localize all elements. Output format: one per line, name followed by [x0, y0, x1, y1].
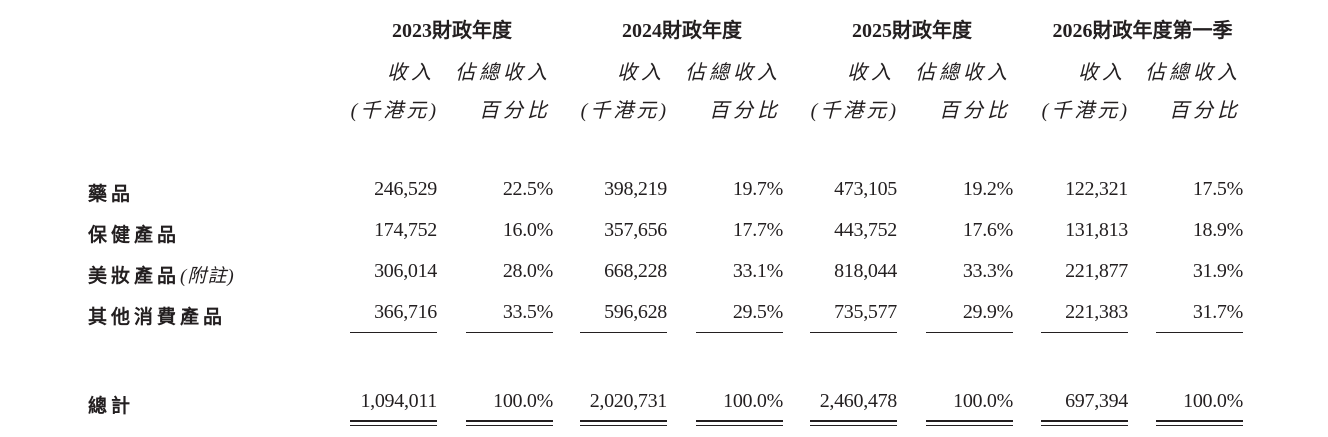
- percentage-cell: 29.9%: [962, 301, 1013, 323]
- percentage-cell: 31.9%: [1192, 260, 1243, 282]
- total-double-underline: [580, 420, 667, 422]
- percentage-unit-header: 百分比: [939, 100, 1011, 122]
- revenue-unit-header: (千港元): [810, 100, 899, 122]
- total-revenue-cell: 1,094,011: [360, 390, 437, 412]
- revenue-header: 收入: [617, 62, 665, 84]
- percentage-header: 佔總收入: [1145, 62, 1241, 84]
- revenue-header: 收入: [387, 62, 435, 84]
- total-double-underline: [1156, 420, 1243, 422]
- column-year-header: 2023財政年度: [392, 20, 512, 42]
- revenue-cell: 366,716: [374, 301, 437, 323]
- percentage-cell: 22.5%: [502, 178, 553, 200]
- revenue-cell: 131,813: [1065, 219, 1128, 241]
- column-year-header: 2026財政年度第一季: [1052, 20, 1233, 42]
- percentage-cell: 19.2%: [962, 178, 1013, 200]
- revenue-cell: 122,321: [1065, 178, 1128, 200]
- revenue-unit-header: (千港元): [580, 100, 669, 122]
- total-double-underline: [1041, 420, 1128, 422]
- percentage-cell: 17.5%: [1192, 178, 1243, 200]
- total-double-underline: [926, 425, 1013, 426]
- total-percentage-cell: 100.0%: [723, 390, 783, 412]
- row-label: 保健產品: [88, 220, 180, 247]
- row-label-text: 保健產品: [88, 224, 181, 246]
- row-label-text: 其他消費產品: [88, 306, 227, 328]
- subtotal-underline: [810, 332, 897, 333]
- percentage-cell: 33.5%: [502, 301, 553, 323]
- revenue-cell: 818,044: [834, 260, 897, 282]
- revenue-cell: 398,219: [604, 178, 667, 200]
- revenue-cell: 668,228: [604, 260, 667, 282]
- column-year-header: 2024財政年度: [622, 20, 742, 42]
- total-double-underline: [580, 425, 667, 426]
- revenue-cell: 306,014: [374, 260, 437, 282]
- revenue-cell: 735,577: [834, 301, 897, 323]
- percentage-cell: 31.7%: [1192, 301, 1243, 323]
- total-double-underline: [1041, 425, 1128, 426]
- total-revenue-cell: 2,460,478: [819, 390, 898, 412]
- row-note: (附註): [180, 266, 235, 287]
- subtotal-underline: [580, 332, 667, 333]
- total-double-underline: [350, 420, 437, 422]
- revenue-cell: 596,628: [604, 301, 667, 323]
- total-double-underline: [926, 420, 1013, 422]
- revenue-unit-header: (千港元): [1041, 100, 1130, 122]
- row-label-text: 美妝產品: [88, 265, 181, 287]
- total-double-underline: [466, 425, 553, 426]
- revenue-unit-header: (千港元): [350, 100, 439, 122]
- row-label-text: 藥品: [88, 183, 135, 205]
- percentage-cell: 17.6%: [962, 219, 1013, 241]
- percentage-cell: 33.3%: [962, 260, 1013, 282]
- percentage-cell: 16.0%: [502, 219, 553, 241]
- row-label: 藥品: [88, 179, 134, 206]
- revenue-header: 收入: [1078, 62, 1126, 84]
- revenue-cell: 174,752: [374, 219, 437, 241]
- percentage-unit-header: 百分比: [1169, 100, 1241, 122]
- subtotal-underline: [1156, 332, 1243, 333]
- percentage-cell: 18.9%: [1192, 219, 1243, 241]
- revenue-cell: 473,105: [834, 178, 897, 200]
- total-double-underline: [696, 425, 783, 426]
- revenue-cell: 221,383: [1065, 301, 1128, 323]
- total-percentage-cell: 100.0%: [1183, 390, 1243, 412]
- total-double-underline: [810, 420, 897, 422]
- revenue-cell: 443,752: [834, 219, 897, 241]
- percentage-cell: 33.1%: [732, 260, 783, 282]
- subtotal-underline: [350, 332, 437, 333]
- total-double-underline: [466, 420, 553, 422]
- percentage-header: 佔總收入: [915, 62, 1011, 84]
- percentage-cell: 28.0%: [502, 260, 553, 282]
- revenue-cell: 221,877: [1065, 260, 1128, 282]
- row-label: 美妝產品(附註): [88, 261, 235, 288]
- percentage-cell: 19.7%: [732, 178, 783, 200]
- subtotal-underline: [466, 332, 553, 333]
- subtotal-underline: [696, 332, 783, 333]
- revenue-cell: 357,656: [604, 219, 667, 241]
- total-double-underline: [696, 420, 783, 422]
- total-percentage-cell: 100.0%: [953, 390, 1013, 412]
- percentage-header: 佔總收入: [685, 62, 781, 84]
- total-double-underline: [350, 425, 437, 426]
- total-double-underline: [810, 425, 897, 426]
- percentage-cell: 17.7%: [732, 219, 783, 241]
- revenue-header: 收入: [847, 62, 895, 84]
- total-percentage-cell: 100.0%: [493, 390, 553, 412]
- percentage-cell: 29.5%: [732, 301, 783, 323]
- percentage-unit-header: 百分比: [709, 100, 781, 122]
- subtotal-underline: [926, 332, 1013, 333]
- row-label: 其他消費產品: [88, 302, 226, 329]
- column-year-header: 2025財政年度: [852, 20, 972, 42]
- revenue-cell: 246,529: [374, 178, 437, 200]
- total-revenue-cell: 2,020,731: [589, 390, 668, 412]
- total-double-underline: [1156, 425, 1243, 426]
- total-revenue-cell: 697,394: [1065, 390, 1128, 412]
- percentage-header: 佔總收入: [455, 62, 551, 84]
- subtotal-underline: [1041, 332, 1128, 333]
- total-label: 總計: [88, 395, 135, 417]
- percentage-unit-header: 百分比: [479, 100, 551, 122]
